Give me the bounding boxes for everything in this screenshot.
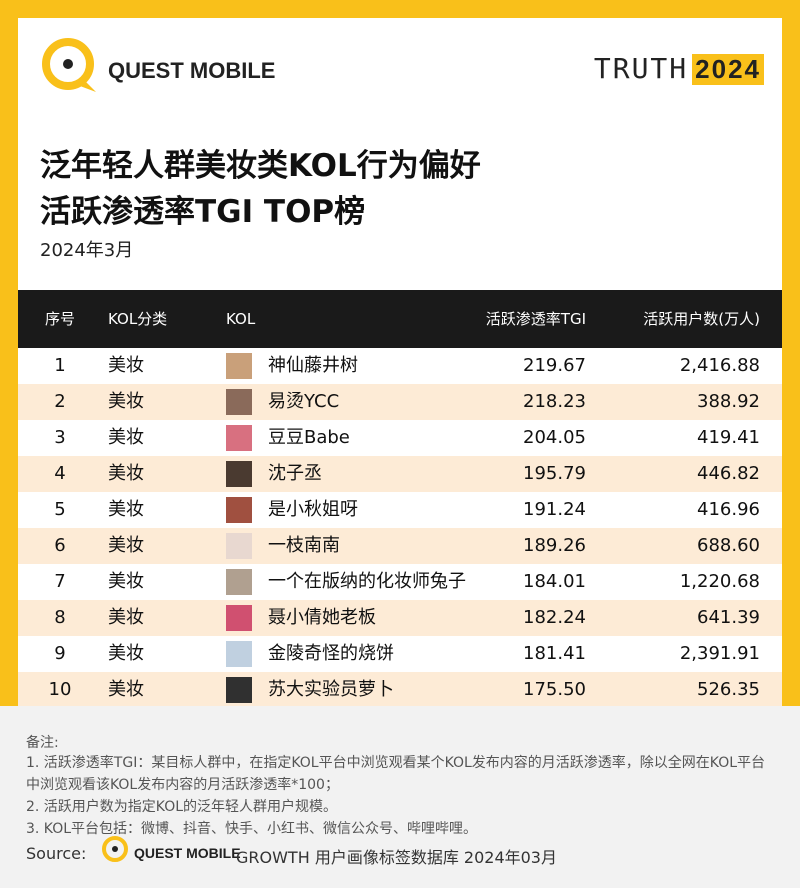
table-cell: 10 bbox=[48, 679, 72, 700]
avatar bbox=[226, 533, 252, 559]
title: 泛年轻人群美妆类KOL行为偏好 bbox=[40, 148, 481, 184]
table-cell: 3 bbox=[54, 427, 66, 448]
table-cell: 美妆 bbox=[108, 679, 144, 700]
note: 1. 活跃渗透率TGI：某目标人群中，在指定KOL平台中浏览观看某个KOL发布内… bbox=[26, 755, 766, 793]
source-logo-icon bbox=[102, 836, 128, 862]
table-cell: 175.50 bbox=[523, 679, 586, 700]
table-row: 6 美妆 一枝南南 189.26 688.60 bbox=[18, 528, 782, 564]
table-cell: 豆豆Babe bbox=[268, 427, 350, 448]
table-cell: 419.41 bbox=[697, 427, 760, 448]
table-cell: 184.01 bbox=[523, 571, 586, 592]
table-row: 9 美妆 金陵奇怪的烧饼 181.41 2,391.91 bbox=[18, 636, 782, 672]
table-row: 2 美妆 易烫YCC 218.23 388.92 bbox=[18, 384, 782, 420]
footer: 备注: 1. 活跃渗透率TGI：某目标人群中，在指定KOL平台中浏览观看某个KO… bbox=[0, 706, 800, 888]
date: 2024年3月 bbox=[40, 240, 134, 261]
badge: TRUTH 2024 bbox=[594, 52, 764, 85]
table-cell: 聂小倩她老板 bbox=[268, 607, 376, 628]
panel: QUEST MOBILE TRUTH 2024 泛年轻人群美妆类KOL行为偏好 活… bbox=[18, 18, 782, 708]
table-cell: 美妆 bbox=[108, 571, 144, 592]
table-cell: 美妆 bbox=[108, 643, 144, 664]
table-cell: 是小秋姐呀 bbox=[268, 499, 358, 520]
table-cell: 美妆 bbox=[108, 607, 144, 628]
table-row: 3 美妆 豆豆Babe 204.05 419.41 bbox=[18, 420, 782, 456]
source-brand: QUEST MOBILE bbox=[134, 845, 241, 861]
table-cell: 8 bbox=[54, 607, 66, 628]
table-cell: 2,391.91 bbox=[679, 643, 760, 664]
avatar bbox=[226, 605, 252, 631]
table-row: 1 美妆 神仙藤井树 219.67 2,416.88 bbox=[18, 348, 782, 384]
table-row: 8 美妆 聂小倩她老板 182.24 641.39 bbox=[18, 600, 782, 636]
avatar bbox=[226, 569, 252, 595]
table-cell: 苏大实验员萝卜 bbox=[268, 679, 394, 700]
table-cell: 1 bbox=[54, 355, 66, 376]
note: 3. KOL平台包括：微博、抖音、快手、小红书、微信公众号、哔哩哔哩。 bbox=[26, 821, 478, 837]
notes-heading: 备注: bbox=[26, 735, 59, 751]
table-cell: 641.39 bbox=[697, 607, 760, 628]
table-cell: 191.24 bbox=[523, 499, 586, 520]
avatar bbox=[226, 353, 252, 379]
source-label: Source: bbox=[26, 844, 87, 863]
table-cell: 688.60 bbox=[697, 535, 760, 556]
notes: 1. 活跃渗透率TGI：某目标人群中，在指定KOL平台中浏览观看某个KOL发布内… bbox=[26, 752, 776, 840]
table-cell: 195.79 bbox=[523, 463, 586, 484]
table-cell: 219.67 bbox=[523, 355, 586, 376]
table-cell: 7 bbox=[54, 571, 66, 592]
column-header: 序号 bbox=[44, 310, 75, 328]
table-cell: 美妆 bbox=[108, 391, 144, 412]
table-row: 4 美妆 沈子丞 195.79 446.82 bbox=[18, 456, 782, 492]
table-cell: 388.92 bbox=[697, 391, 760, 412]
table-cell: 446.82 bbox=[697, 463, 760, 484]
avatar bbox=[226, 677, 252, 703]
table-cell: 416.96 bbox=[697, 499, 760, 520]
table-row: 5 美妆 是小秋姐呀 191.24 416.96 bbox=[18, 492, 782, 528]
avatar bbox=[226, 461, 252, 487]
table-cell: 美妆 bbox=[108, 427, 144, 448]
column-header: 活跃渗透率TGI bbox=[485, 310, 586, 328]
table-cell: 一枝南南 bbox=[268, 535, 340, 556]
column-header: KOL bbox=[226, 310, 256, 328]
table-cell: 神仙藤井树 bbox=[268, 355, 358, 376]
title: 活跃渗透率TGI TOP榜 bbox=[40, 194, 366, 230]
table-cell: 2 bbox=[54, 391, 66, 412]
note: 2. 活跃用户数为指定KOL的泛年轻人群用户规模。 bbox=[26, 799, 338, 815]
table-row: 7 美妆 一个在版纳的化妆师兔子 184.01 1,220.68 bbox=[18, 564, 782, 600]
table-cell: 1,220.68 bbox=[679, 571, 760, 592]
table-cell: 美妆 bbox=[108, 355, 144, 376]
brand: QUEST MOBILE bbox=[108, 58, 276, 83]
table-cell: 204.05 bbox=[523, 427, 586, 448]
badge-word: TRUTH bbox=[593, 52, 689, 85]
column-header: 活跃用户数(万人) bbox=[643, 310, 760, 328]
table-cell: 美妆 bbox=[108, 499, 144, 520]
table-header: 序号 KOL分类 KOL 活跃渗透率TGI 活跃用户数(万人) bbox=[18, 290, 782, 348]
table-cell: 189.26 bbox=[523, 535, 586, 556]
table-cell: 181.41 bbox=[523, 643, 586, 664]
badge-year: 2024 bbox=[692, 54, 764, 85]
table-cell: 182.24 bbox=[523, 607, 586, 628]
table-cell: 526.35 bbox=[697, 679, 760, 700]
table-cell: 沈子丞 bbox=[268, 463, 322, 484]
table-cell: 218.23 bbox=[523, 391, 586, 412]
table-cell: 美妆 bbox=[108, 463, 144, 484]
column-header: KOL分类 bbox=[108, 310, 168, 328]
avatar bbox=[226, 389, 252, 415]
table-cell: 9 bbox=[54, 643, 66, 664]
avatar bbox=[226, 425, 252, 451]
table-cell: 金陵奇怪的烧饼 bbox=[268, 643, 394, 664]
table-cell: 一个在版纳的化妆师兔子 bbox=[268, 571, 466, 592]
table-row: 10 美妆 苏大实验员萝卜 175.50 526.35 bbox=[18, 672, 782, 708]
table-cell: 5 bbox=[54, 499, 66, 520]
table-cell: 2,416.88 bbox=[679, 355, 760, 376]
table-cell: 4 bbox=[54, 463, 66, 484]
table-cell: 易烫YCC bbox=[268, 391, 340, 412]
table-cell: 6 bbox=[54, 535, 66, 556]
table-cell: 美妆 bbox=[108, 535, 144, 556]
avatar bbox=[226, 641, 252, 667]
avatar bbox=[226, 497, 252, 523]
source-text: GROWTH 用户画像标签数据库 2024年03月 bbox=[236, 848, 557, 867]
logo-icon bbox=[42, 38, 96, 92]
